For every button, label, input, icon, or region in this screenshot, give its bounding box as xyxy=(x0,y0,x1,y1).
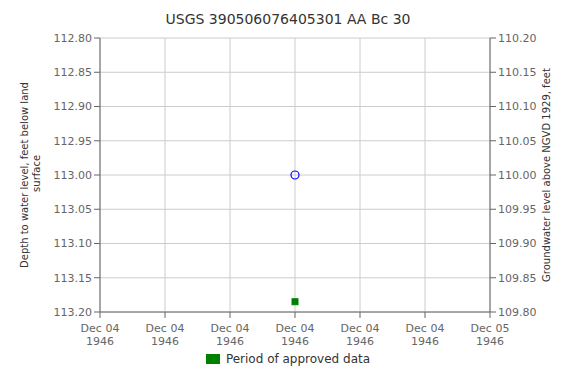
svg-text:Dec 041946: Dec 041946 xyxy=(406,322,445,348)
svg-text:109.85: 109.85 xyxy=(498,272,537,285)
svg-text:Dec 041946: Dec 041946 xyxy=(146,322,185,348)
svg-text:112.90: 112.90 xyxy=(54,100,93,113)
svg-text:Dec 041946: Dec 041946 xyxy=(341,322,380,348)
svg-text:Dec 041946: Dec 041946 xyxy=(211,322,250,348)
svg-text:109.90: 109.90 xyxy=(498,237,537,250)
svg-text:109.80: 109.80 xyxy=(498,306,537,319)
svg-text:112.85: 112.85 xyxy=(54,66,93,79)
svg-text:Dec 051946: Dec 051946 xyxy=(471,322,510,348)
html-text:Period of approved data: Period of approved data xyxy=(225,352,371,366)
svg-text:110.05: 110.05 xyxy=(498,135,537,148)
html-text:USGS 390506076405301 AA Bc 30: USGS 390506076405301 AA Bc 30 xyxy=(165,11,411,27)
svg-text:110.15: 110.15 xyxy=(498,66,537,79)
svg-text:109.95: 109.95 xyxy=(498,203,537,216)
svg-text:113.10: 113.10 xyxy=(54,237,93,250)
svg-text:112.95: 112.95 xyxy=(54,135,93,148)
svg-text:110.10: 110.10 xyxy=(498,100,537,113)
svg-text:113.15: 113.15 xyxy=(54,272,93,285)
svg-text:112.80: 112.80 xyxy=(54,32,93,45)
svg-text:110.00: 110.00 xyxy=(498,169,537,182)
svg-text:113.05: 113.05 xyxy=(54,203,93,216)
svg-text:113.00: 113.00 xyxy=(54,169,93,182)
svg-text:Dec 041946: Dec 041946 xyxy=(276,322,315,348)
svg-text:Groundwater level above NGVD 1: Groundwater level above NGVD 1929, feet xyxy=(541,68,552,282)
svg-text:113.20: 113.20 xyxy=(54,306,93,319)
svg-text:Dec 041946: Dec 041946 xyxy=(81,322,120,348)
svg-text:Depth to water level, feet bel: Depth to water level, feet below land su… xyxy=(19,82,42,268)
svg-text:110.20: 110.20 xyxy=(498,32,537,45)
